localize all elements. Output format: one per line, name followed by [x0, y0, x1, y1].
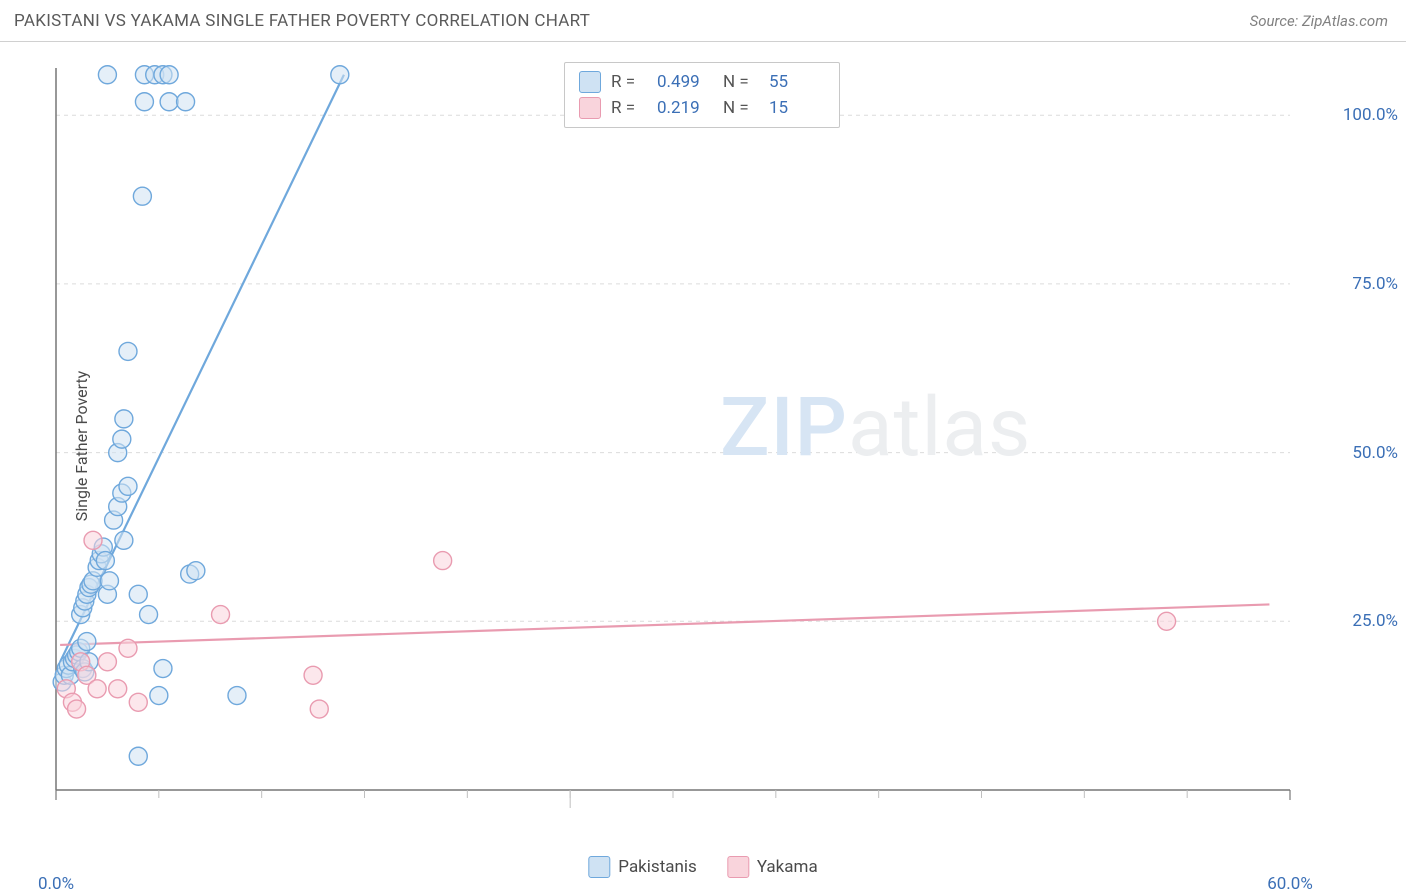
legend-r-value: 0.499: [657, 69, 713, 95]
legend-series: Pakistanis Yakama: [588, 856, 817, 878]
legend-n-label: N =: [723, 95, 759, 121]
legend-series-item: Pakistanis: [588, 856, 697, 878]
legend-r-label: R =: [611, 95, 647, 121]
legend-stat-row: R = 0.499 N = 55: [579, 69, 825, 95]
legend-swatch: [588, 856, 610, 878]
legend-swatch: [579, 71, 601, 93]
legend-n-label: N =: [723, 69, 759, 95]
x-tick-label: 60.0%: [1267, 874, 1313, 894]
legend-swatch: [579, 97, 601, 119]
legend-series-label: Pakistanis: [618, 857, 697, 877]
y-tick-label: 100.0%: [1343, 105, 1398, 125]
chart-title: PAKISTANI VS YAKAMA SINGLE FATHER POVERT…: [14, 11, 590, 31]
legend-stat-row: R = 0.219 N = 15: [579, 95, 825, 121]
y-tick-label: 75.0%: [1352, 274, 1398, 294]
legend-n-value: 55: [769, 69, 825, 95]
scatter-svg: [50, 60, 1350, 830]
source-label: Source: ZipAtlas.com: [1250, 12, 1388, 30]
y-tick-label: 50.0%: [1352, 443, 1398, 463]
legend-series-item: Yakama: [727, 856, 818, 878]
legend-stats: R = 0.499 N = 55 R = 0.219 N = 15: [564, 62, 840, 128]
plot-area: [50, 60, 1350, 830]
legend-r-label: R =: [611, 69, 647, 95]
x-tick-label: 0.0%: [38, 874, 74, 894]
y-tick-label: 25.0%: [1352, 611, 1398, 631]
legend-series-label: Yakama: [757, 857, 818, 877]
chart-container: PAKISTANI VS YAKAMA SINGLE FATHER POVERT…: [0, 0, 1406, 892]
title-bar: PAKISTANI VS YAKAMA SINGLE FATHER POVERT…: [0, 0, 1406, 42]
legend-n-value: 15: [769, 95, 825, 121]
legend-swatch: [727, 856, 749, 878]
legend-r-value: 0.219: [657, 95, 713, 121]
